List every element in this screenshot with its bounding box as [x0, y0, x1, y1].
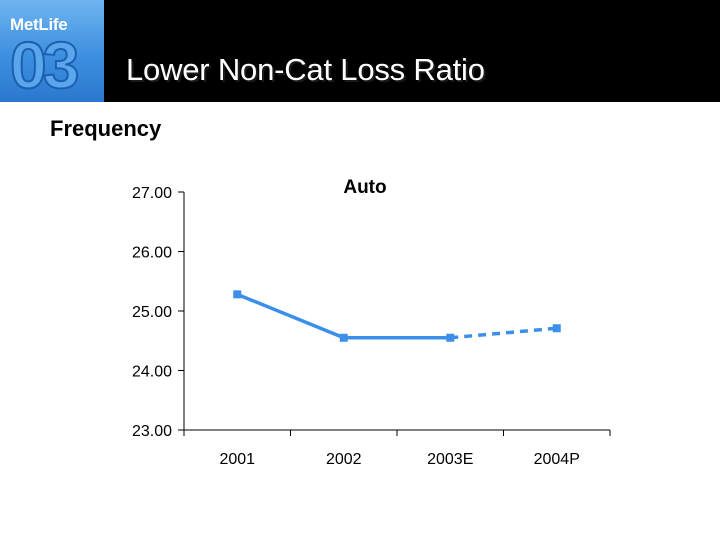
logo-number: 03: [9, 28, 80, 102]
metlife-logo: MetLife 03: [0, 0, 104, 102]
series-dashed-segment: [450, 326, 557, 340]
y-tick-label: 25.00: [132, 304, 172, 321]
logo-brand-text: MetLife: [10, 15, 68, 34]
x-tick-label: 2003E: [427, 451, 473, 468]
y-tick-label: 26.00: [132, 245, 172, 262]
page-title: Lower Non-Cat Loss Ratio: [126, 52, 485, 87]
y-tick-label: 24.00: [132, 364, 172, 381]
header-bar: [0, 0, 720, 102]
data-point-marker: [233, 290, 242, 299]
data-point-marker: [446, 333, 455, 342]
x-tick-label: 2001: [219, 451, 255, 468]
x-tick-label: 2002: [326, 451, 362, 468]
chart-title: Auto: [343, 177, 386, 198]
data-point-marker: [552, 324, 561, 333]
data-point-marker: [339, 333, 348, 342]
y-tick-label: 27.00: [132, 185, 172, 202]
page-subtitle: Frequency: [50, 116, 162, 141]
series-line-segment: [236, 292, 345, 340]
y-tick-label: 23.00: [132, 423, 172, 440]
x-tick-label: 2004P: [534, 451, 580, 468]
